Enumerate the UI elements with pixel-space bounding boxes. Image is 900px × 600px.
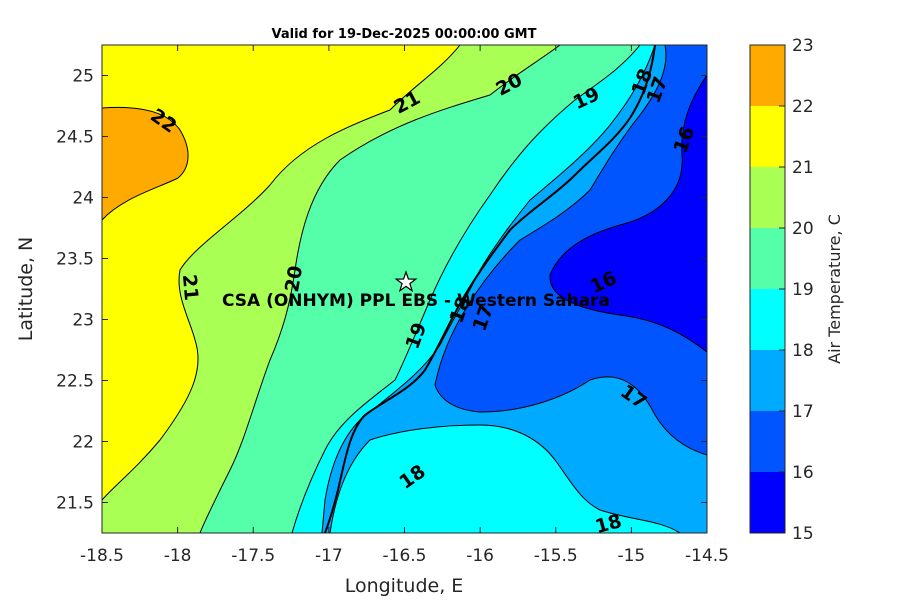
coastline — [324, 45, 656, 533]
colorbar-band — [750, 106, 785, 167]
colorbar-tick-label: 22 — [792, 97, 814, 117]
colorbar-band — [750, 411, 785, 472]
colorbar-band — [750, 350, 785, 411]
band-22-23 — [102, 106, 189, 221]
colorbar-band — [750, 167, 785, 228]
x-tick-label: -17.5 — [231, 546, 275, 566]
colorbar-band — [750, 228, 785, 289]
y-tick-label: 22.5 — [56, 372, 94, 392]
x-tick-label: -18.5 — [80, 546, 124, 566]
colorbar-band — [750, 472, 785, 533]
y-tick-label: 23 — [72, 311, 94, 331]
colorbar-tick-label: 19 — [792, 280, 814, 300]
x-tick-label: -18 — [164, 546, 192, 566]
x-tick-label: -16.5 — [383, 546, 427, 566]
y-tick-label: 22 — [72, 433, 94, 453]
contour-label: 21 — [178, 273, 202, 301]
x-axis: -18.5 -18 -17.5 -17 -16.5 -16 -15.5 -15 -14.5 Lo… — [80, 45, 729, 597]
x-tick-label: -16 — [466, 546, 494, 566]
y-tick-label: 23.5 — [56, 250, 94, 270]
colorbar-tick-label: 21 — [792, 158, 814, 178]
star-icon — [394, 270, 418, 293]
contour-field — [102, 45, 707, 533]
x-tick-label: -14.5 — [685, 546, 729, 566]
y-tick-label: 24 — [72, 189, 94, 209]
colorbar-tick-label: 15 — [792, 524, 814, 544]
y-tick-label: 25 — [72, 67, 94, 87]
x-tick-label: -15.5 — [534, 546, 578, 566]
band-15-16 — [549, 74, 707, 353]
site-label: CSA (ONHYM) PPL EBS - Western Sahara — [222, 291, 610, 311]
colorbar-tick-label: 17 — [792, 402, 814, 422]
colorbar-tick-label: 23 — [792, 36, 814, 56]
y-axis: 21.5 22 22.5 23 23.5 24 24.5 25 Latitude, N — [15, 67, 707, 514]
colorbar: 15 16 17 18 19 20 21 22 23 Air Temperature, C — [749, 36, 844, 544]
colorbar-tick-label: 20 — [792, 219, 814, 239]
x-tick-label: -15 — [617, 546, 645, 566]
y-axis-label: Latitude, N — [15, 237, 37, 342]
colorbar-band — [750, 289, 785, 350]
contour-label: 20 — [281, 264, 307, 294]
band-18-19-south — [329, 424, 681, 533]
y-tick-label: 21.5 — [56, 494, 94, 514]
colorbar-tick-label: 16 — [792, 463, 814, 483]
colorbar-band — [750, 45, 785, 106]
x-axis-label: Longitude, E — [345, 575, 464, 597]
map-title: Valid for 19-Dec-2025 00:00:00 GMT — [272, 27, 537, 42]
y-tick-label: 24.5 — [56, 128, 94, 148]
x-tick-label: -17 — [315, 546, 343, 566]
colorbar-label: Air Temperature, C — [825, 214, 844, 364]
colorbar-tick-label: 18 — [792, 341, 814, 361]
